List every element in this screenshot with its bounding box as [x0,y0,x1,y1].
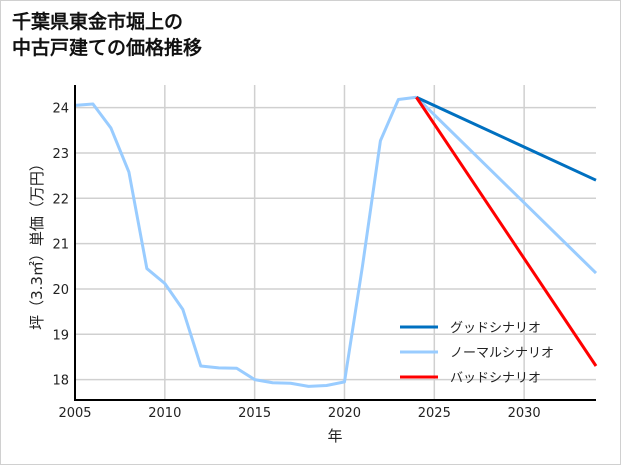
history-line [74,95,417,388]
x-tick-label: 2020 [328,406,361,421]
y-tick-label: 19 [52,328,69,343]
scenario-line-2 [415,96,598,367]
legend-label: グッドシナリオ [450,321,541,336]
x-tick-label: 2025 [418,406,451,421]
x-tick-label: 2005 [58,406,91,421]
y-tick-label: 21 [52,238,69,253]
axes [74,85,596,401]
series-lines [74,95,598,388]
legend-label: ノーマルシナリオ [450,346,554,361]
x-tick-label: 2030 [508,406,541,421]
y-tick-label: 22 [52,192,69,207]
chart-title: 千葉県東金市堀上の 中古戸建ての価格推移 [12,9,202,61]
x-tick-label: 2015 [238,406,271,421]
y-tick-label: 18 [52,374,69,389]
chart-title-line-2: 中古戸建ての価格推移 [12,37,203,59]
x-axis-label: 年 [327,427,342,445]
legend-label: バッドシナリオ [450,371,541,386]
y-tick-label: 20 [52,283,69,298]
y-tick-label: 23 [52,147,69,162]
x-tick-label: 2010 [148,406,181,421]
tick-labels: 2005 2010 2015 2020 2025 2030 18 19 20 21 22 23 24 [52,102,540,421]
scenario-line-0 [415,95,597,182]
y-tick-label: 24 [52,102,69,117]
chart-title-line-1: 千葉県東金市堀上の [12,11,184,33]
y-axis-label: 坪（3.3㎡）単価（万円） [28,156,46,330]
scenario-line-1 [415,96,598,275]
